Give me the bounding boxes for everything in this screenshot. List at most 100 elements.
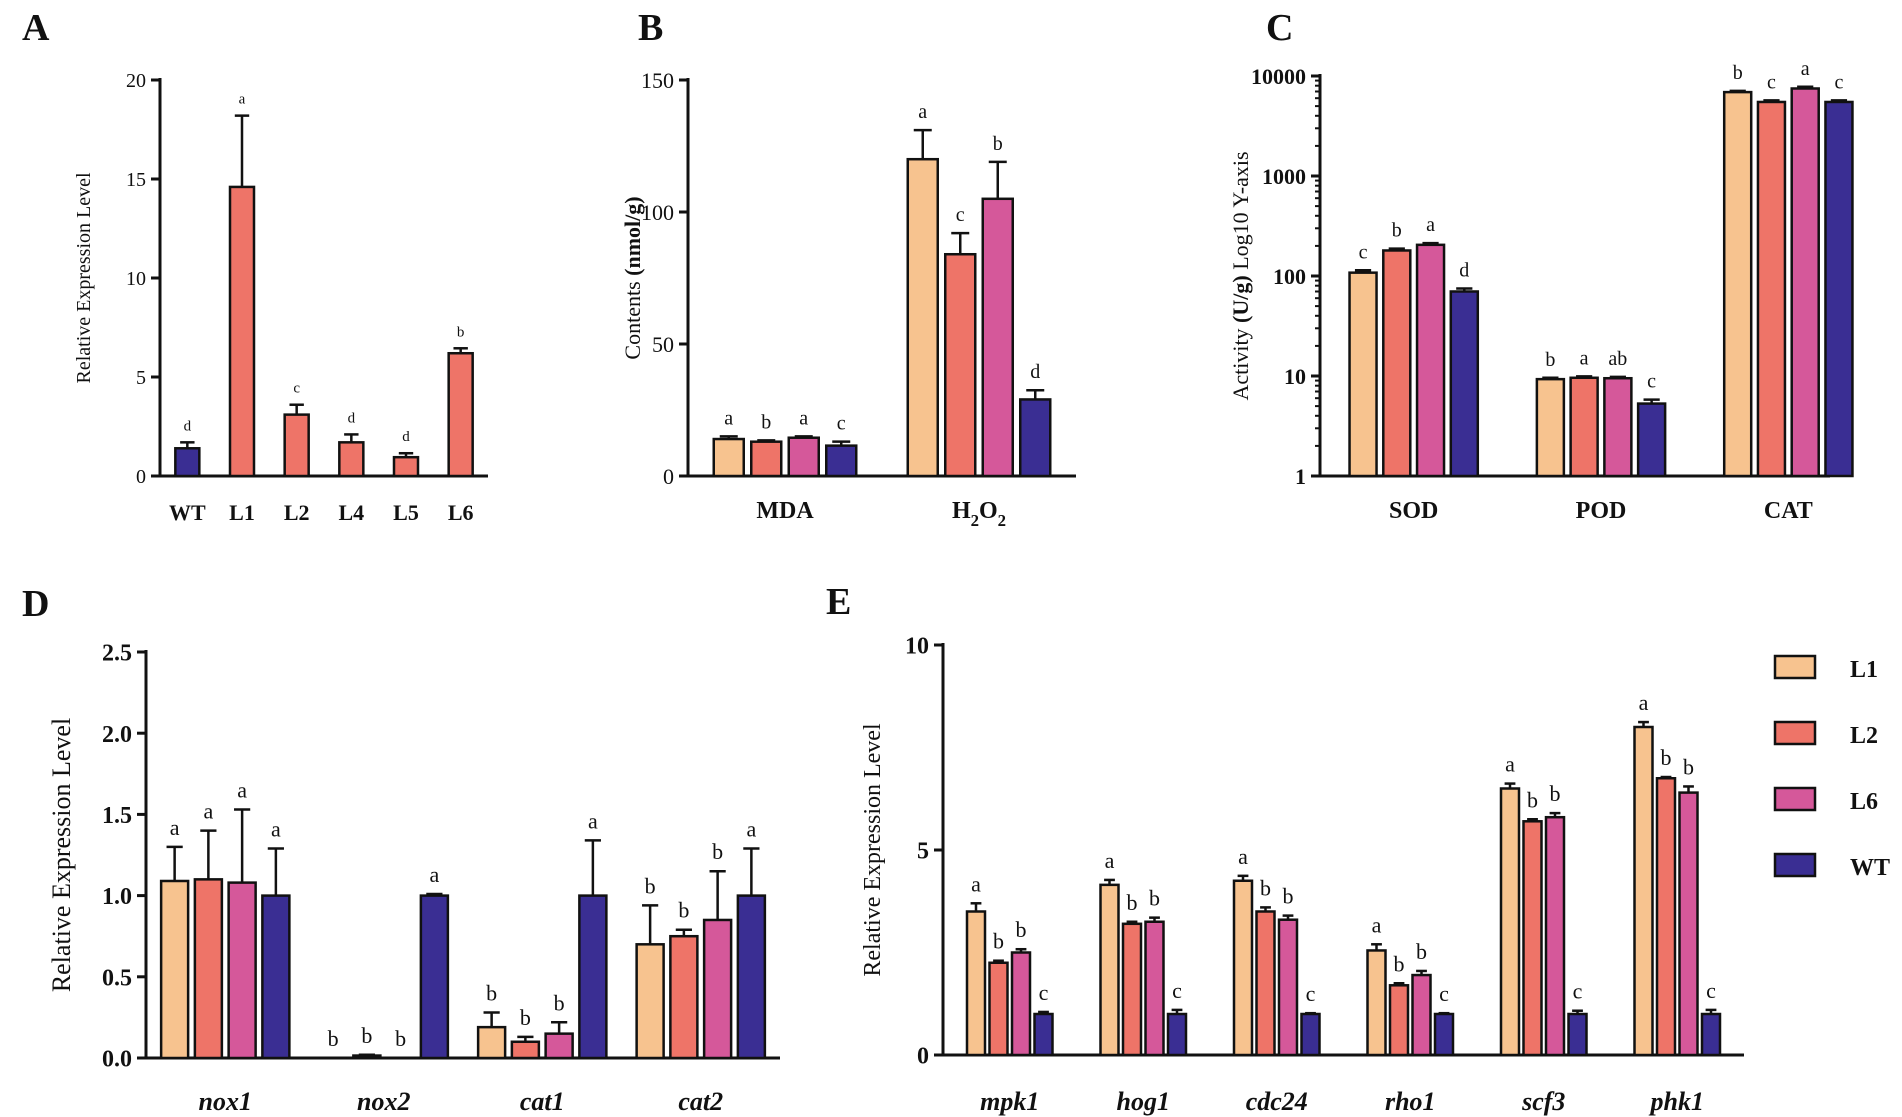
legend-swatch-wt: [1773, 852, 1817, 878]
bar-l2-cat: [1756, 100, 1787, 478]
bar-l6-mda: [787, 436, 820, 478]
significance-letter: b: [1527, 787, 1538, 812]
bar-l6-scf3: [1544, 815, 1566, 1057]
significance-letter: a: [239, 92, 246, 108]
bar-wt-nox2: [419, 894, 450, 1060]
bar-l1-scf3: [1499, 787, 1521, 1057]
panel-letter: B: [638, 7, 663, 49]
y-tick-label: 0.0: [102, 1047, 132, 1073]
x-category-label: CAT: [1764, 498, 1813, 524]
legend-label-l1: L1: [1850, 657, 1878, 683]
significance-letter: b: [712, 839, 723, 864]
y-tick-label: 150: [641, 68, 674, 93]
y-axis-label: Contents (nmol/g): [620, 196, 645, 359]
bar-l1-mda: [712, 437, 745, 478]
significance-letter: d: [348, 410, 356, 426]
significance-letter: b: [1394, 951, 1405, 976]
significance-letter: b: [1127, 890, 1138, 915]
bar-wt-mpk1: [1033, 1012, 1054, 1057]
significance-letter: b: [328, 1026, 339, 1051]
y-tick-label: 10: [126, 268, 146, 290]
bar-l2-nox1: [193, 878, 224, 1060]
bar-l6-nox1: [227, 881, 257, 1060]
bar-l1-sod: [1348, 271, 1378, 478]
x-category-label: MDA: [756, 498, 814, 524]
y-tick-label: 10: [1284, 364, 1306, 389]
x-category-label-part: H: [952, 498, 971, 524]
significance-letter: a: [1505, 752, 1515, 777]
x-category-label: rho1: [1385, 1087, 1436, 1116]
bar-l1-cat: [1722, 90, 1753, 478]
bar-l1-cdc24: [1232, 879, 1254, 1057]
bar-wt-pod: [1636, 402, 1667, 478]
x-category-label: WT: [169, 500, 206, 525]
y-axis-label-part: Contents: [620, 276, 645, 360]
bar-l1-h2o2: [906, 157, 939, 478]
bar-l2-cdc24: [1255, 910, 1276, 1057]
x-category-label-part: O: [979, 498, 998, 524]
bar-single-l4: [338, 441, 365, 478]
x-category-label-part: 2: [998, 511, 1006, 530]
bar-l2-cat2: [669, 934, 699, 1060]
x-category-label: phk1: [1649, 1087, 1704, 1116]
bar-l2-scf3: [1522, 820, 1543, 1057]
significance-letter: a: [170, 815, 180, 840]
significance-letter: d: [184, 418, 192, 434]
y-axis-label: Activity (U/g) Log10 Y-axis: [1228, 151, 1253, 400]
significance-letter: c: [1835, 71, 1844, 93]
significance-letter: b: [1392, 220, 1402, 242]
y-tick-label: 1.5: [102, 803, 132, 829]
bar-l1-pod: [1535, 377, 1566, 478]
significance-letter: a: [799, 407, 808, 429]
bar-single-l6: [447, 351, 474, 478]
bar-l6-mpk1: [1010, 951, 1032, 1057]
bar-wt-sod: [1449, 290, 1480, 478]
significance-letter: a: [588, 808, 598, 833]
significance-letter: b: [554, 990, 565, 1015]
bar-l1-rho1: [1366, 949, 1387, 1057]
significance-letter: c: [1706, 978, 1716, 1003]
x-category-label: cat2: [678, 1087, 723, 1116]
significance-letter: b: [1661, 745, 1672, 770]
panel-letter: E: [826, 581, 851, 623]
bar-l6-pod: [1603, 376, 1633, 478]
bar-l6-cat2: [702, 918, 733, 1060]
x-category-label: L1: [229, 500, 255, 525]
significance-letter: a: [1238, 844, 1248, 869]
legend-swatch-l6: [1773, 786, 1817, 812]
y-tick-label: 5: [917, 839, 929, 865]
significance-letter: c: [1172, 978, 1182, 1003]
y-tick-label: 5: [136, 367, 146, 389]
significance-letter: a: [1639, 690, 1649, 715]
significance-letter: c: [1359, 241, 1368, 263]
bar-l6-cat: [1790, 87, 1820, 478]
bar-l2-mda: [750, 440, 783, 478]
bar-l6-cdc24: [1277, 918, 1299, 1057]
bar-l2-pod: [1569, 376, 1599, 478]
bar-wt-scf3: [1567, 1012, 1588, 1057]
bar-l1-cat1: [476, 1025, 507, 1060]
bar-l2-phk1: [1655, 777, 1677, 1057]
bar-l1-cat2: [635, 943, 665, 1060]
significance-letter: b: [1283, 884, 1294, 909]
bar-l1-hog1: [1099, 883, 1120, 1057]
significance-letter: b: [1683, 754, 1694, 779]
significance-letter: b: [645, 873, 656, 898]
y-tick-label: 10000: [1251, 64, 1306, 89]
y-axis-label: Relative Expression Level: [860, 723, 886, 977]
significance-letter: c: [837, 413, 846, 435]
significance-letter: a: [971, 871, 981, 896]
significance-letter: b: [1550, 781, 1561, 806]
significance-letter: b: [457, 324, 465, 340]
y-axis-label: Relative Expression Level: [73, 172, 95, 383]
legend-swatch-l1: [1773, 654, 1817, 680]
significance-letter: a: [1801, 58, 1810, 80]
significance-letter: ab: [1608, 348, 1627, 370]
x-category-label: L2: [284, 500, 310, 525]
significance-letter: b: [486, 981, 497, 1006]
y-tick-label: 2.0: [102, 722, 132, 748]
y-tick-label: 1: [1295, 464, 1306, 489]
significance-letter: d: [1459, 259, 1469, 281]
